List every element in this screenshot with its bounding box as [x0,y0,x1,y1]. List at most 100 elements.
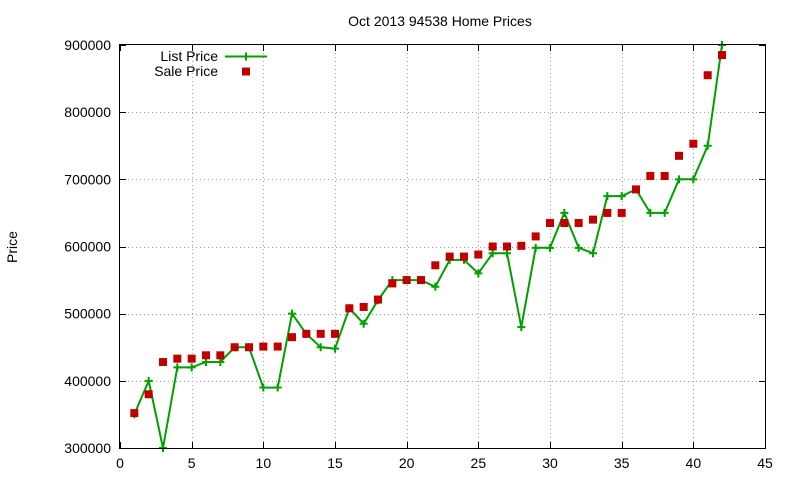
list-price-point [144,376,153,385]
sale-price-point [273,342,282,351]
x-tick-label: 30 [542,455,558,471]
sale-price-point [474,250,483,259]
sale-price-point [316,329,325,338]
list-price-point [531,243,540,252]
legend-marker-list-price [242,52,250,61]
list-price-point [216,358,225,367]
x-tick-label: 10 [256,455,272,471]
sale-price-point [603,208,612,217]
sale-price-point [288,333,296,342]
legend-label-sale-price: Sale Price [154,63,218,79]
y-tick-label: 600000 [64,239,111,255]
sale-price-point [646,171,655,180]
x-tick-label: 40 [686,455,702,471]
sale-price-point [302,329,311,338]
legend-marker-sale-price [242,67,250,76]
sale-price-point [517,241,526,250]
chart-title: Oct 2013 94538 Home Prices [348,13,532,29]
list-price-point [603,192,612,201]
y-tick-label: 700000 [64,171,111,187]
x-tick-labels: 0 5 10 15 20 25 30 35 40 45 [116,455,773,471]
sale-price-point [675,151,683,160]
list-price-point [617,192,626,201]
sale-price-point [259,342,268,351]
list-price-point [288,309,296,318]
list-price-point [574,243,583,252]
list-price-point [689,175,698,184]
sale-price-point [531,232,540,241]
list-price-point [560,208,569,217]
list-price-point [474,269,483,278]
sale-price-point [445,252,454,261]
sale-price-point [703,71,712,80]
y-tick-label: 300000 [64,440,111,456]
list-price-point [187,363,196,372]
sale-price-point [488,242,497,251]
sale-price-point [589,215,597,224]
sale-price-point [718,51,726,60]
x-tick-label: 35 [614,455,630,471]
list-price-point [517,323,526,332]
list-price-point [331,344,339,353]
sale-price-point [632,185,640,194]
list-price-point [202,358,210,367]
sale-price-point [417,276,425,285]
x-tick-label: 25 [471,455,487,471]
sale-price-point [574,218,583,227]
series-layer [130,41,726,452]
plot-frame [119,44,766,449]
sale-price-point [345,304,354,313]
list-price-point [675,175,683,184]
y-tick-label: 900000 [64,37,111,53]
sale-price-point [245,343,253,352]
sale-price-point [202,351,210,360]
sale-price-point [460,252,468,261]
x-tick-label: 15 [327,455,343,471]
list-price-point [259,383,268,392]
y-tick-label: 800000 [64,104,111,120]
x-tick-label: 0 [116,455,124,471]
sale-price-point [431,261,440,270]
y-axis-label: Price [4,231,20,263]
list-price-point [173,363,182,372]
sale-price-point [374,295,382,304]
sale-price-point [660,171,669,180]
sale-price-point [159,358,167,367]
list-price-point [546,243,554,252]
y-tick-label: 500000 [64,306,111,322]
sale-price-point [187,354,196,363]
sale-price-point [560,218,569,227]
y-tick-labels: 300000 400000 500000 600000 700000 800000 9000… [64,37,111,456]
legend-label-list-price: List Price [160,48,218,64]
list-price-point [660,208,669,217]
list-price-point [359,319,368,328]
list-price-point [703,141,712,150]
sale-price-point [173,354,182,363]
list-price-point [273,383,282,392]
sale-price-point [402,276,411,285]
list-price-point [316,343,325,352]
sale-price-point [388,279,397,288]
x-tick-label: 5 [188,455,196,471]
y-tick-label: 400000 [64,373,111,389]
sale-price-point [546,218,554,227]
sale-price-point [144,390,153,399]
list-price-line [133,44,723,449]
list-price-point [431,282,440,291]
grid-lines [120,45,765,448]
axis-ticks [120,45,766,449]
sale-price-point [503,242,511,251]
list-price-point [646,208,655,217]
sale-price-point [617,208,626,217]
sale-price-point [130,409,139,418]
x-tick-label: 45 [757,455,773,471]
sale-price-point [359,302,368,311]
list-price-point [488,249,497,258]
sale-price-point [689,139,698,148]
x-tick-label: 20 [399,455,415,471]
sale-price-point [230,343,239,352]
sale-price-point [216,351,225,360]
sale-price-point [331,329,339,338]
